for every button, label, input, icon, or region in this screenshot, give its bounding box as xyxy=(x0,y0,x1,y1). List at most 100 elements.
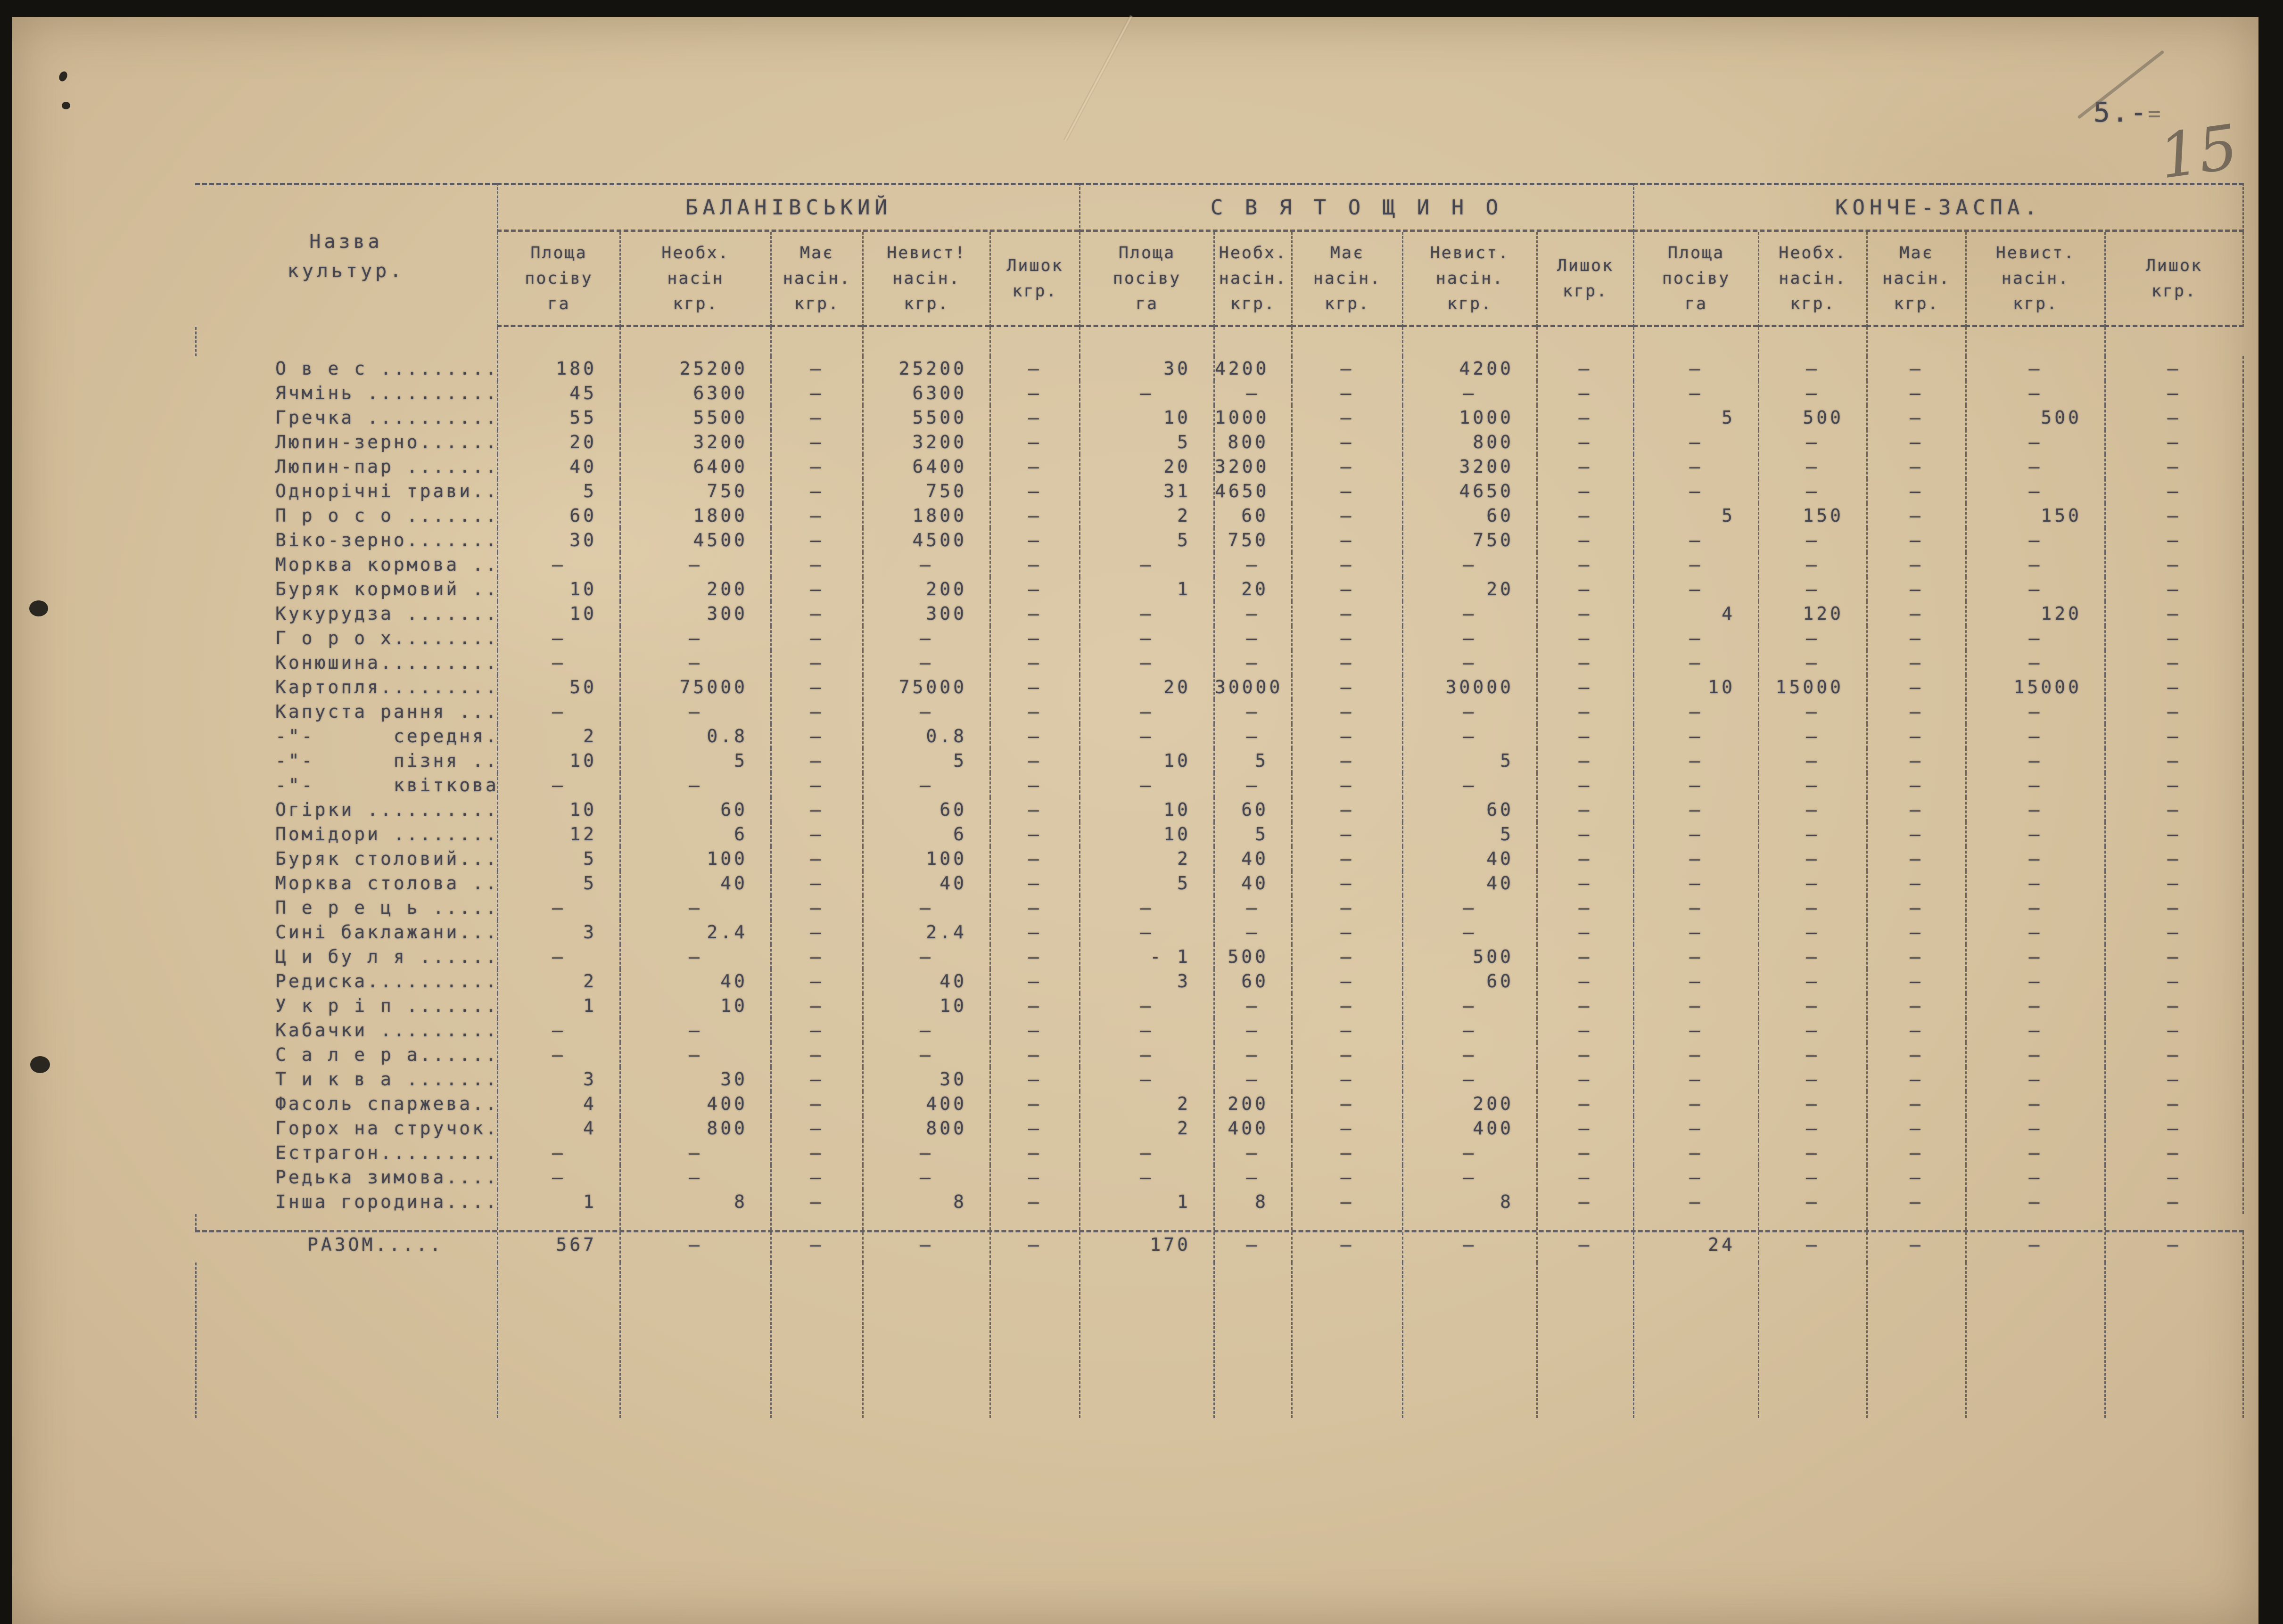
table-row: П р о с о ........ 60 1800–1800–2 60–60–5 15… xyxy=(195,503,2244,528)
value-cell: – xyxy=(1758,1140,1866,1165)
value-cell: 1000 xyxy=(1402,405,1536,430)
value-cell: – xyxy=(1965,1018,2104,1042)
value-cell: – xyxy=(1633,748,1758,773)
value-cell: – xyxy=(1866,871,1965,895)
value-cell: – xyxy=(1079,993,1213,1018)
value-cell: – xyxy=(2104,430,2244,454)
value-cell: – xyxy=(1758,724,1866,748)
value-cell: – xyxy=(1633,626,1758,650)
value-cell: – xyxy=(770,1189,862,1214)
value-cell: – xyxy=(1402,895,1536,920)
value-cell: – xyxy=(1866,748,1965,773)
row-name-cell: РАЗОМ..... xyxy=(307,1234,444,1255)
value-cell: – xyxy=(1536,944,1633,969)
value-cell: – xyxy=(1965,1140,2104,1165)
value-cell: – xyxy=(1758,1165,1866,1189)
row-name-cell: -"- квіткова.. xyxy=(275,775,497,796)
value-cell: – xyxy=(770,748,862,773)
value-cell: – xyxy=(2104,1116,2244,1140)
value-cell: 40 xyxy=(497,454,619,479)
value-cell: – xyxy=(2104,1042,2244,1067)
crops-column-header: Назва культур. xyxy=(195,183,497,327)
value-cell: – xyxy=(770,675,862,699)
value-cell: – xyxy=(1213,920,1291,944)
value-cell: 5 xyxy=(1079,430,1213,454)
value-cell: – xyxy=(2104,1018,2244,1042)
value-cell: – xyxy=(1866,797,1965,822)
value-cell: – xyxy=(1965,699,2104,724)
punch-hole xyxy=(30,1056,50,1073)
value-cell: – xyxy=(989,871,1079,895)
value-cell: 6400 xyxy=(862,454,989,479)
value-cell: – xyxy=(1291,1140,1402,1165)
value-cell: 200 xyxy=(619,577,770,601)
value-cell: – xyxy=(1291,503,1402,528)
value-cell: 75000 xyxy=(862,675,989,699)
value-cell: – xyxy=(1402,993,1536,1018)
value-cell: 10 xyxy=(1079,405,1213,430)
value-cell: – xyxy=(1866,724,1965,748)
value-cell: – xyxy=(619,626,770,650)
value-cell: – xyxy=(1866,846,1965,871)
value-cell: – xyxy=(1866,528,1965,552)
value-cell: – xyxy=(2104,626,2244,650)
value-cell: – xyxy=(862,944,989,969)
value-cell: – xyxy=(989,773,1079,797)
row-name-cell: Гречка ........... xyxy=(275,407,497,428)
table-row: Гречка ........... 55 5500–5500–10 1000–100… xyxy=(195,405,2244,430)
value-cell: 60 xyxy=(1402,503,1536,528)
value-cell: – xyxy=(1758,797,1866,822)
value-cell: – xyxy=(989,356,1079,381)
table-row: Сині баклажани.... 3 2.4–2.4– – – – – – – – – – – xyxy=(195,920,2244,944)
group-title: КОНЧЕ-ЗАСПА. xyxy=(1633,183,2244,232)
value-cell: – xyxy=(1291,895,1402,920)
table-row: Огірки ........... 10 60–60–10 60–60– – – – – – xyxy=(195,797,2244,822)
value-cell: - 1 xyxy=(1079,944,1213,969)
value-cell: – xyxy=(989,405,1079,430)
value-cell: – xyxy=(1758,528,1866,552)
value-cell: – xyxy=(1291,479,1402,503)
value-cell: – xyxy=(1758,895,1866,920)
table-row: Т и к в а ........ 3 30–30– – – – – – – – – – – xyxy=(195,1067,2244,1091)
value-cell: – xyxy=(1633,1042,1758,1067)
paper-sheet: 5.- = 15 Назва культур. БАЛАНІВСЬКИЙ С В … xyxy=(12,15,2258,1624)
value-cell: – xyxy=(1213,993,1291,1018)
value-cell: – xyxy=(770,846,862,871)
column-header: Необх. насін. кгр. xyxy=(1213,232,1291,327)
value-cell: – xyxy=(770,650,862,675)
value-cell: – xyxy=(989,601,1079,626)
value-cell: – xyxy=(989,944,1079,969)
value-cell: – xyxy=(1633,577,1758,601)
value-cell: – xyxy=(2104,895,2244,920)
paper-fold-crease xyxy=(1063,15,1133,142)
value-cell: – xyxy=(1402,699,1536,724)
value-cell: 0.8 xyxy=(619,724,770,748)
value-cell: – xyxy=(1536,430,1633,454)
value-cell: – xyxy=(770,969,862,993)
value-cell: – xyxy=(2104,1189,2244,1214)
value-cell: – xyxy=(1633,895,1758,920)
value-cell: 5 xyxy=(1402,822,1536,846)
value-cell: – xyxy=(1291,748,1402,773)
value-cell: – xyxy=(619,552,770,577)
value-cell: 40 xyxy=(1213,846,1291,871)
value-cell: – xyxy=(1965,430,2104,454)
value-cell: 2 xyxy=(497,724,619,748)
value-cell: – xyxy=(1965,773,2104,797)
value-cell: 800 xyxy=(862,1116,989,1140)
value-cell: 1 xyxy=(1079,577,1213,601)
value-cell: – xyxy=(1633,822,1758,846)
value-cell: – xyxy=(1536,1116,1633,1140)
value-cell: – xyxy=(770,577,862,601)
table-row: Горох на стручок.. 4 800–800–2 400–400– – – – –… xyxy=(195,1116,2244,1140)
value-cell: – xyxy=(989,479,1079,503)
value-cell: – xyxy=(1213,381,1291,405)
value-cell: – xyxy=(1536,871,1633,895)
row-name-cell: Горох на стручок.. xyxy=(275,1118,497,1139)
column-header: Має насін. кгр. xyxy=(1291,232,1402,327)
row-name-cell: П е р е ц ь ...... xyxy=(275,897,497,918)
row-name-cell: Ц и бу л я ....... xyxy=(275,946,497,967)
value-cell: – xyxy=(1291,699,1402,724)
value-cell: – xyxy=(1965,1091,2104,1116)
